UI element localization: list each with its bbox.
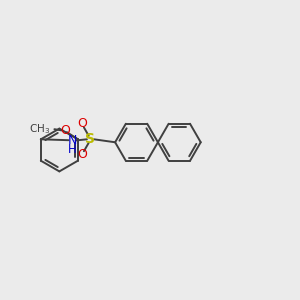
Text: N: N xyxy=(67,134,77,147)
Text: O: O xyxy=(61,124,70,137)
Text: CH$_3$: CH$_3$ xyxy=(29,122,50,136)
Text: O: O xyxy=(77,148,87,161)
Text: H: H xyxy=(68,142,76,156)
Text: S: S xyxy=(85,132,95,146)
Text: O: O xyxy=(77,117,87,130)
